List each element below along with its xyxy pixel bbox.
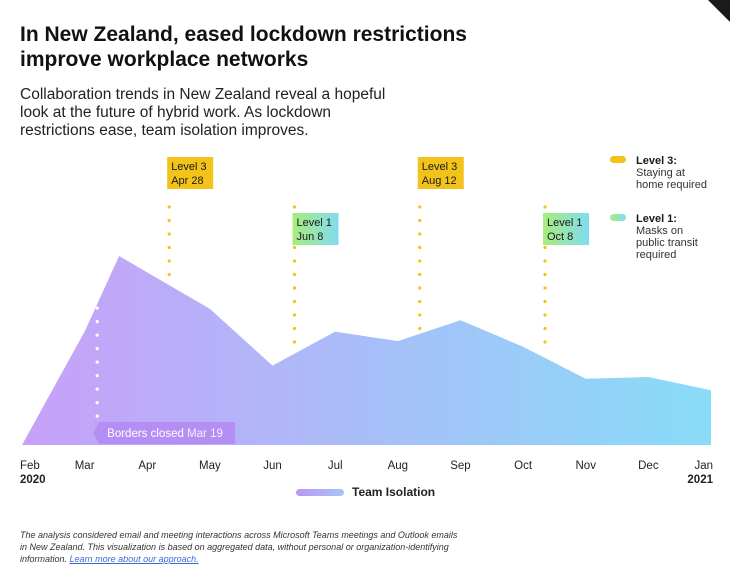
x-tick-label: Feb (20, 460, 40, 472)
level-legend-desc: Staying at (636, 167, 685, 179)
x-tick-label: Mar (75, 460, 95, 472)
team-isolation-area (22, 256, 711, 445)
level-legend-title: Level 3: (636, 155, 677, 167)
x-tick-label: Oct (514, 460, 533, 472)
level-3-box (167, 157, 214, 189)
level-label: Level 3 (422, 161, 457, 173)
legend-swatch-team-isolation (296, 489, 344, 496)
level-label: Level 3 (171, 161, 206, 173)
annotation-dot (418, 218, 422, 223)
x-year-label-end: 2021 (687, 474, 713, 486)
annotation-dot (418, 272, 422, 277)
level-legend-title: Level 1: (636, 213, 677, 225)
annotation-dot (543, 245, 547, 250)
annotation-dot (167, 259, 171, 263)
level-label: Level 1 (547, 217, 582, 229)
level-date: Apr 28 (171, 175, 203, 187)
level-legend-desc: Masks on (636, 225, 683, 237)
level-legend-swatch (610, 214, 626, 221)
level-legend-desc: required (636, 249, 676, 261)
level-1-box (292, 213, 339, 245)
x-tick-label: Jul (328, 460, 343, 472)
level-date: Oct 8 (547, 231, 573, 243)
annotation-dot (543, 205, 547, 209)
annotation-dot (543, 299, 547, 304)
annotation-dot (418, 299, 422, 304)
annotation-dot (95, 360, 99, 364)
annotation-dot (292, 326, 297, 331)
annotation-dot (418, 313, 422, 317)
level-label: Level 1 (296, 217, 331, 229)
legend-label-team-isolation: Team Isolation (352, 485, 436, 499)
level-1-box (543, 213, 590, 245)
x-tick-label: Sep (450, 460, 470, 472)
level-legend-swatch (610, 156, 626, 163)
annotation-dot (543, 326, 547, 331)
annotation-dot (292, 259, 297, 263)
x-tick-label: Nov (576, 460, 597, 472)
footnote-text: The analysis considered email and meetin… (20, 530, 458, 564)
annotation-dot (95, 414, 99, 418)
annotation-dot (167, 272, 171, 277)
annotation-dot (418, 259, 422, 263)
annotation-dot (418, 205, 422, 209)
x-year-label-start: 2020 (20, 474, 46, 486)
annotation-dot (543, 259, 547, 263)
annotation-dot (292, 286, 297, 290)
annotation-dot (418, 326, 422, 331)
annotation-dot (292, 340, 297, 344)
x-tick-label: Jan (694, 460, 713, 472)
annotation-dot (95, 333, 99, 337)
x-tick-label: Dec (638, 460, 659, 472)
page-subtitle: Collaboration trends in New Zealand reve… (20, 86, 386, 139)
learn-more-link[interactable]: Learn more about our approach. (69, 554, 199, 564)
annotation-dot (292, 245, 297, 250)
level-date: Jun 8 (296, 231, 323, 243)
level-legend-desc: public transit (636, 237, 698, 249)
annotation-dot (418, 232, 422, 236)
annotation-dot (95, 347, 99, 351)
annotation-dot (418, 286, 422, 290)
corner-triangle (708, 0, 730, 22)
x-tick-label: Jun (263, 460, 282, 472)
annotation-dot (167, 232, 171, 236)
annotation-dot (167, 218, 171, 223)
annotation-dot (543, 286, 547, 290)
annotation-dot (543, 272, 547, 277)
annotation-dot (543, 340, 547, 344)
annotation-dot (95, 374, 99, 378)
annotation-dot (95, 306, 99, 310)
x-tick-label: Aug (388, 460, 408, 472)
annotation-dot (167, 245, 171, 250)
annotation-dot (167, 205, 171, 209)
level-3-box (417, 157, 464, 189)
page-title: In New Zealand, eased lockdown restricti… (20, 23, 467, 71)
x-tick-label: May (199, 460, 221, 472)
annotation-dot (95, 387, 99, 391)
footnote: The analysis considered email and meetin… (20, 529, 460, 565)
annotation-dot (95, 401, 99, 405)
borders-closed-tag (93, 422, 236, 444)
annotation-dot (292, 313, 297, 317)
annotation-dot (292, 299, 297, 304)
annotation-dot (543, 313, 547, 317)
x-tick-label: Apr (138, 460, 156, 472)
team-isolation-chart: Feb Mar Apr May Jun Jul Aug Sep Oct Nov Dec Jan 2020… (20, 155, 714, 486)
annotation-dot (292, 272, 297, 277)
annotation-dot (95, 320, 99, 324)
level-date: Aug 12 (422, 175, 457, 187)
borders-closed-label: Borders closed Mar 19 (107, 428, 223, 440)
annotation-dot (418, 245, 422, 250)
level-legend-desc: home required (636, 179, 707, 191)
annotation-dot (292, 205, 297, 209)
